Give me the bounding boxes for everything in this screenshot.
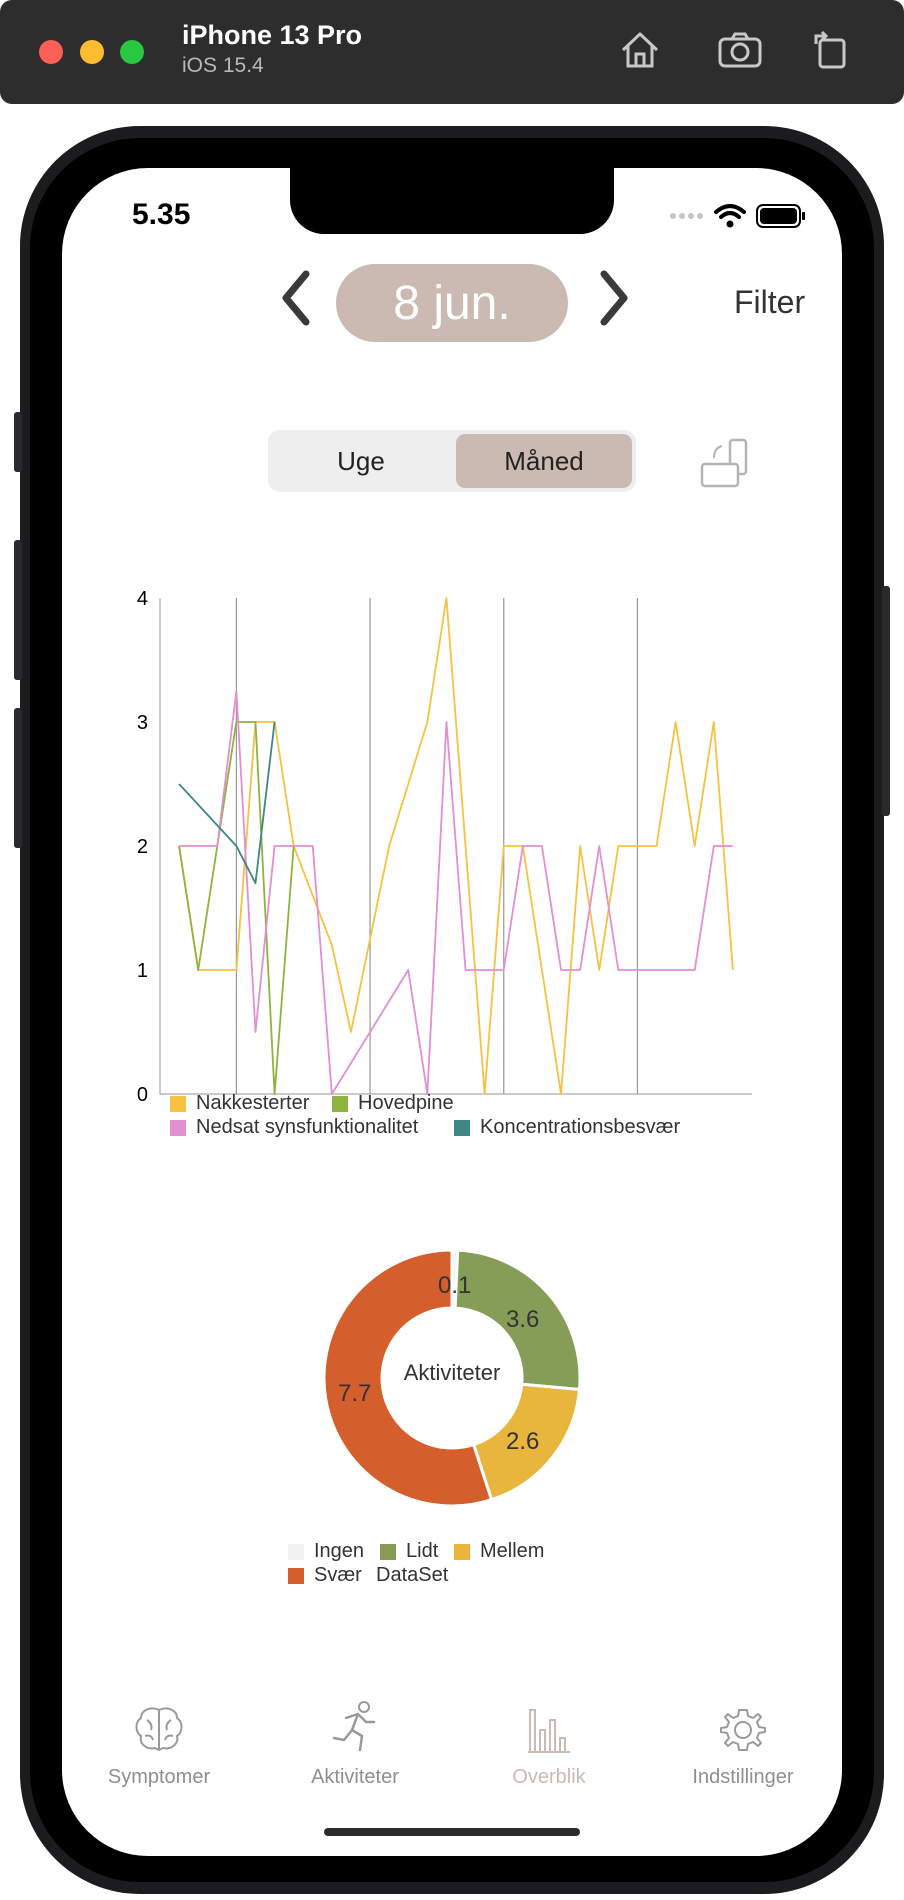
next-date-button[interactable] xyxy=(590,268,638,328)
tab-label: Aktiviteter xyxy=(311,1766,399,1788)
volume-up-button xyxy=(14,540,22,680)
rotate-icon xyxy=(814,30,846,69)
tab-label: Symptomer xyxy=(107,1766,211,1788)
signal-icon xyxy=(670,213,703,219)
pie-dataset-label: DataSet xyxy=(376,1564,449,1586)
legend-label: Hovedpine xyxy=(358,1092,454,1114)
legend-label: Nedsat synsfunktionalitet xyxy=(196,1116,419,1138)
chevron-right-icon xyxy=(600,270,628,326)
slice-label-mellem: 2.6 xyxy=(506,1428,540,1455)
legend-swatch xyxy=(380,1543,396,1560)
series-line-hovedpine xyxy=(178,721,295,1095)
screenshot-button[interactable] xyxy=(714,24,766,76)
legend-label: Nakkesterter xyxy=(196,1092,310,1114)
status-time: 5.35 xyxy=(132,198,191,231)
pie-legend-mellem: Mellem xyxy=(454,1540,544,1563)
pie-legend-lidt: Lidt xyxy=(380,1540,438,1563)
notch xyxy=(290,168,614,234)
screenshot-icon xyxy=(718,32,762,68)
tab-overblik[interactable]: Overblik xyxy=(464,1698,634,1789)
home-icon xyxy=(621,32,659,68)
legend-item-nakkesterter: Nakkesterter xyxy=(170,1092,309,1115)
x-tick-label: Uge 27 xyxy=(672,1105,737,1108)
legend-swatch xyxy=(170,1095,186,1112)
power-button xyxy=(882,586,890,816)
bar-chart-icon xyxy=(528,1709,570,1753)
slice-label-ingen: 0.1 xyxy=(438,1272,472,1299)
running-icon xyxy=(332,1701,376,1752)
slice-label-svaer: 7.7 xyxy=(338,1380,372,1407)
previous-date-button[interactable] xyxy=(272,268,320,328)
date-selector[interactable]: 8 jun. xyxy=(336,264,568,342)
segment-month[interactable]: Måned xyxy=(456,434,632,488)
volume-down-button xyxy=(14,708,22,848)
donut-slice-lidt xyxy=(453,1248,582,1392)
tab-aktiviteter[interactable]: Aktiviteter xyxy=(270,1698,440,1789)
y-tick-label: 0 xyxy=(137,1084,148,1106)
filter-button[interactable]: Filter xyxy=(734,284,806,320)
x-tick-label: Uge 24 xyxy=(271,1105,336,1108)
battery-icon xyxy=(756,204,805,228)
legend-swatch xyxy=(288,1567,304,1584)
home-indicator xyxy=(324,1828,580,1836)
rotate-device-button[interactable] xyxy=(804,24,856,76)
donut-slice-svaer xyxy=(322,1248,494,1508)
legend-swatch xyxy=(454,1543,470,1560)
silent-switch xyxy=(14,412,22,472)
series-line-nedsat-synsfunktionalitet xyxy=(179,690,733,1095)
pie-legend-svaer: Svær xyxy=(288,1564,362,1587)
legend-label: Mellem xyxy=(480,1540,545,1562)
y-tick-label: 4 xyxy=(137,588,148,610)
legend-swatch xyxy=(332,1095,348,1112)
close-window-button[interactable] xyxy=(39,40,63,64)
activities-donut-chart xyxy=(322,1248,582,1508)
home-button[interactable] xyxy=(614,24,666,76)
series-line-koncentrationsbesvær xyxy=(178,721,276,885)
legend-label: Svær xyxy=(314,1564,362,1586)
legend-item-hovedpine: Hovedpine xyxy=(332,1092,454,1115)
y-tick-label: 1 xyxy=(137,960,148,982)
legend-swatch xyxy=(454,1119,470,1136)
brain-icon xyxy=(135,1707,183,1752)
legend-item-nedsat-synsfunktionalitet: Nedsat synsfunktionalitet xyxy=(170,1116,418,1139)
slice-label-lidt: 3.6 xyxy=(506,1306,540,1333)
tab-symptomer[interactable]: Symptomer xyxy=(74,1698,244,1789)
legend-label: Ingen xyxy=(314,1540,365,1562)
legend-label: Koncentrationsbesvær xyxy=(480,1116,681,1138)
symptoms-line-chart: 0 1 2 3 4 Uge 24 Uge 25 Uge 26 Uge 27 xyxy=(137,588,752,1108)
os-version: iOS 15.4 xyxy=(182,54,264,77)
minimize-window-button[interactable] xyxy=(80,40,104,64)
legend-swatch xyxy=(170,1119,186,1136)
legend-item-koncentrationsbesvaer: Koncentrationsbesvær xyxy=(454,1116,680,1139)
wifi-icon xyxy=(714,204,746,228)
phone-screen: 5.35 8 jun. Filter Uge Måned xyxy=(62,168,842,1856)
tab-label: Overblik xyxy=(512,1766,586,1788)
simulator-title-bar: iPhone 13 Pro iOS 15.4 xyxy=(0,0,904,104)
status-indicators xyxy=(670,204,806,228)
donut-center-text: Aktiviteter xyxy=(403,1360,501,1385)
legend-label: Lidt xyxy=(406,1540,439,1562)
donut-inner-ring xyxy=(382,1308,522,1448)
chevron-left-icon xyxy=(282,270,310,326)
x-tick-label: Uge 25 xyxy=(405,1105,470,1108)
landscape-rotate-icon[interactable] xyxy=(700,438,752,490)
legend-swatch xyxy=(288,1543,304,1560)
tab-indstillinger[interactable]: Indstillinger xyxy=(658,1698,828,1789)
x-tick-label: Uge 26 xyxy=(538,1105,603,1108)
segment-week[interactable]: Uge xyxy=(337,445,385,476)
device-name: iPhone 13 Pro xyxy=(182,20,363,50)
y-tick-label: 2 xyxy=(137,836,148,858)
y-tick-label: 3 xyxy=(137,712,148,734)
pie-legend-ingen: Ingen xyxy=(288,1540,364,1563)
zoom-window-button[interactable] xyxy=(120,40,144,64)
period-segmented-control: Uge Måned xyxy=(268,430,636,492)
gear-icon xyxy=(720,1709,766,1751)
tab-label: Indstillinger xyxy=(692,1766,794,1788)
